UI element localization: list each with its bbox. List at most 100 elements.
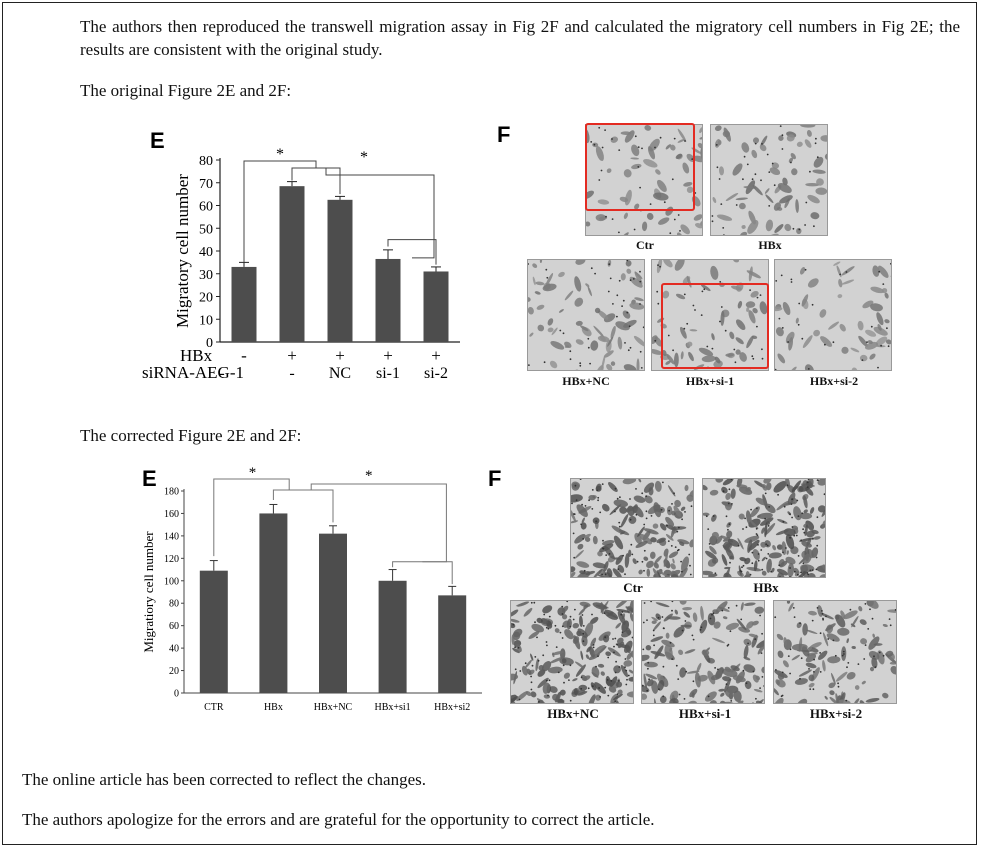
membrane-pore [568,679,570,681]
original-panel-f-letter: F [497,122,510,147]
membrane-pore [699,628,702,631]
membrane-pore [783,505,786,508]
cell [775,679,780,686]
membrane-pore [662,695,665,698]
cell [859,619,867,625]
membrane-pore [590,141,593,143]
membrane-pore [791,516,793,519]
cell [675,293,686,300]
cell [850,347,860,353]
membrane-pore [700,314,703,316]
cell [591,666,600,678]
membrane-pore [616,294,619,297]
membrane-pore [621,631,624,634]
cell [607,260,612,267]
membrane-pore [755,527,758,530]
cell [865,698,880,703]
membrane-pore [802,562,805,565]
cell [747,539,753,553]
cell [716,214,733,221]
membrane-pore [694,309,696,311]
cell [669,698,679,703]
paragraph-intro: The authors then reproduced the transwel… [80,17,960,59]
membrane-pore [795,534,798,537]
cell [679,541,685,546]
membrane-pore [812,688,815,691]
cell [701,355,716,363]
membrane-pore [528,263,529,265]
membrane-pore [677,214,680,216]
membrane-pore [589,362,591,365]
cell [704,691,717,702]
membrane-pore [798,302,801,305]
membrane-pore [816,516,819,519]
membrane-pore [766,544,769,547]
cell [771,567,775,573]
cell [710,674,723,681]
cell [636,358,640,370]
paragraph-correction-note: The online article has been corrected to… [22,770,427,789]
cell [776,568,789,576]
membrane-pore [791,498,793,501]
cell [653,621,661,631]
cell [784,223,792,232]
membrane-pore [603,612,606,615]
cell [574,297,584,307]
membrane-pore [657,302,660,305]
cell [777,519,788,524]
cell [766,482,772,491]
cell [646,560,654,569]
cell [623,169,632,178]
membrane-pore [629,518,632,521]
cell [539,260,543,263]
membrane-pore [737,544,740,547]
bar [327,199,353,342]
membrane-pore [629,346,632,349]
cell [785,331,795,344]
cell [884,292,889,299]
cell [786,601,791,604]
cell [680,224,690,235]
cell [800,267,806,275]
membrane-pore [562,664,565,667]
membrane-pore [809,688,812,690]
membrane-pore [717,668,719,671]
cell [882,623,888,628]
cell [635,540,648,548]
membrane-pore [763,618,764,620]
cell [639,533,653,545]
cell [795,199,799,213]
cell [743,638,752,646]
membrane-pore [634,135,637,138]
membrane-pore [734,361,737,364]
membrane-pore [757,544,759,546]
cell [542,661,552,672]
cell [655,613,662,621]
membrane-pore [887,345,890,348]
membrane-pore [642,648,645,651]
membrane-pore [754,638,757,641]
cell [725,192,739,202]
cell [633,495,646,503]
cell [699,127,702,134]
significance-star: * [276,146,284,163]
cell [807,278,819,288]
membrane-pore [799,677,801,680]
x-tick-label: HBx+NC [314,702,353,713]
membrane-pore [566,601,569,603]
membrane-pore [756,325,758,328]
cell [511,609,519,617]
cell [561,614,568,620]
membrane-pore [669,232,672,235]
cell [812,169,826,174]
cell [651,616,658,622]
membrane-pore [751,551,754,554]
cell [619,232,629,235]
membrane-pore [761,632,763,635]
cell [759,301,768,315]
membrane-pore [685,670,688,673]
membrane-pore [825,509,826,511]
cell [575,260,586,265]
membrane-pore [615,660,617,663]
membrane-pore [647,667,649,670]
